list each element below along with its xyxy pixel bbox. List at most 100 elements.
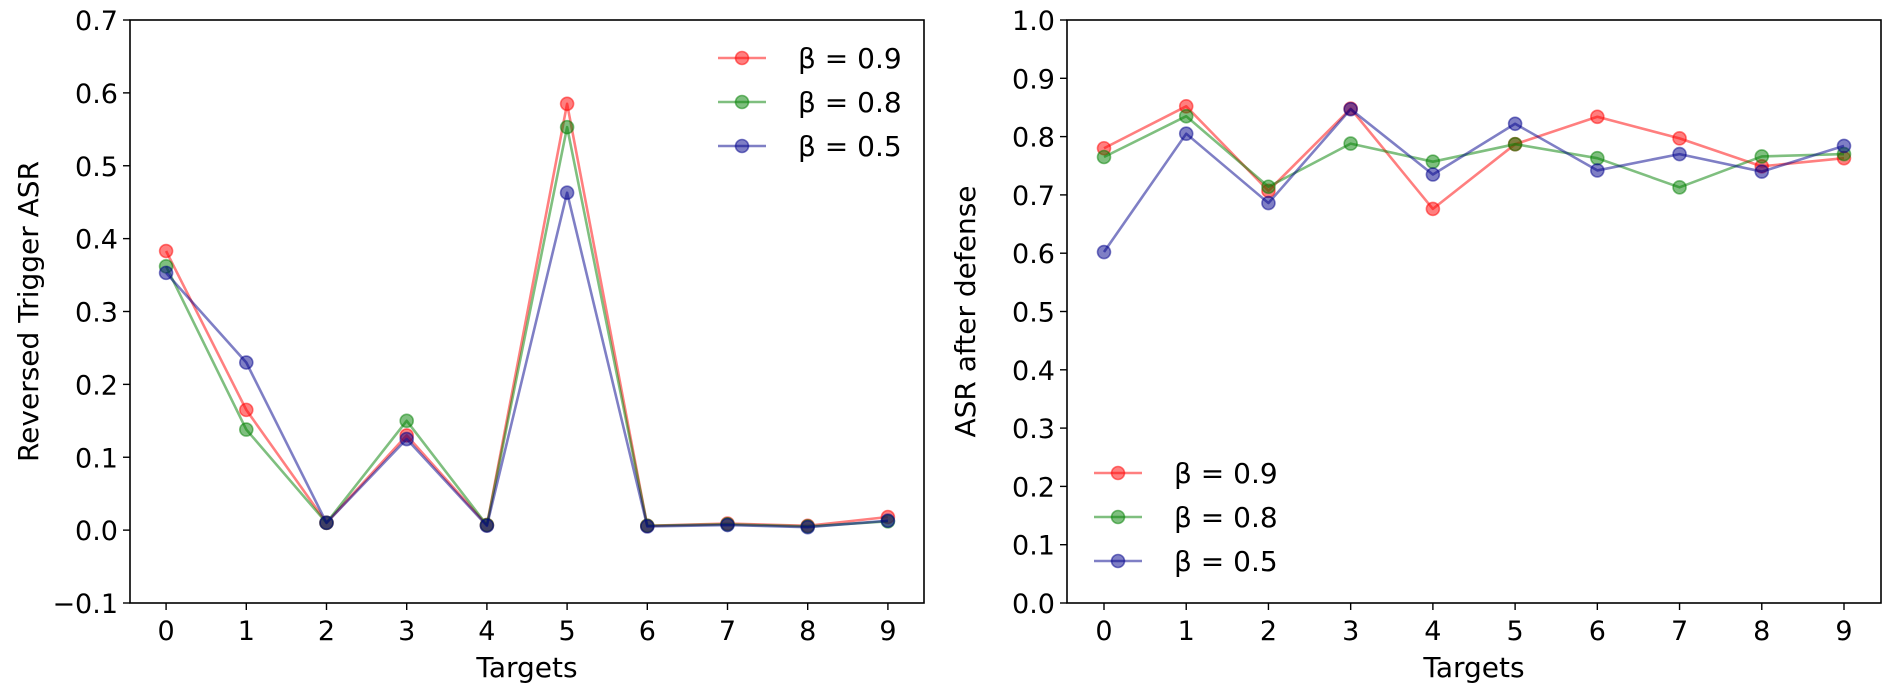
x-tick-label: 2 <box>318 616 335 647</box>
series-line-2 <box>1102 107 1845 253</box>
x-tick-label: 3 <box>1342 616 1359 647</box>
data-point <box>640 519 655 534</box>
y-axis-label: Reversed Trigger ASR <box>12 161 45 462</box>
data-point <box>1590 109 1605 125</box>
data-point <box>319 515 334 531</box>
data-point <box>1425 167 1441 182</box>
x-tick-label: 5 <box>1507 616 1524 647</box>
x-tick-label: 6 <box>639 616 656 647</box>
data-point <box>1507 136 1523 152</box>
data-point <box>158 243 174 259</box>
series-line-0 <box>1103 104 1845 211</box>
data-point <box>158 265 174 281</box>
y-tick-label: 0.4 <box>1012 356 1055 387</box>
x-tick-label: 6 <box>1589 616 1606 647</box>
data-point <box>1754 164 1770 179</box>
x-tick-label: 2 <box>1260 616 1277 647</box>
legend-label: β = 0.5 <box>798 130 902 163</box>
x-tick-label: 4 <box>1424 616 1441 647</box>
x-tick-label: 5 <box>559 616 576 647</box>
data-point <box>1425 154 1441 169</box>
x-tick-label: 0 <box>1095 616 1112 647</box>
data-point <box>559 119 575 135</box>
y-tick-label: 0.7 <box>75 6 118 37</box>
legend-marker <box>734 50 750 66</box>
y-tick-label: 0.1 <box>1012 531 1055 562</box>
legend-marker <box>1110 509 1126 525</box>
data-point <box>1672 131 1687 146</box>
data-point <box>1096 244 1112 260</box>
chart-left: 0 1 2 3 4 5 6 7 8 9 −0.1 0.0 0.1 0.2 0.3 0.4 0.5 0.6 0.7 Ta… <box>12 6 925 684</box>
data-point <box>1754 149 1770 164</box>
y-tick-label: 0.4 <box>75 225 118 256</box>
data-point <box>1096 149 1112 165</box>
data-point <box>1261 179 1276 195</box>
chart-right: 0 1 2 3 4 5 6 7 8 9 0.0 0.1 0.2 0.3 0.4 0.5 0.6 0.7 0.8 0.9… <box>949 6 1882 684</box>
data-point <box>1672 180 1687 195</box>
y-axis-label: ASR after defense <box>949 185 982 437</box>
data-point <box>238 402 254 418</box>
y-tick-label: 0.8 <box>1012 123 1055 154</box>
data-point <box>1343 136 1358 151</box>
y-tick-label: 0.6 <box>75 79 118 110</box>
legend-label: β = 0.8 <box>798 86 902 119</box>
data-point <box>238 422 254 437</box>
data-point <box>1590 163 1605 178</box>
y-tick-label: 0.5 <box>75 152 118 183</box>
x-axis-label: Targets <box>1422 651 1524 684</box>
x-tick-label: 9 <box>879 616 896 647</box>
y-tick-label: −0.1 <box>52 589 118 620</box>
x-tick-label: 1 <box>238 616 255 647</box>
data-point <box>559 96 575 112</box>
data-point <box>399 413 414 429</box>
x-tick-label: 4 <box>478 616 495 647</box>
data-point <box>559 185 575 201</box>
x-axis-label: Targets <box>475 651 577 684</box>
y-tick-label: 0.7 <box>1012 181 1055 212</box>
y-tick-label: 0.0 <box>75 516 118 547</box>
y-tick-label: 0.2 <box>75 370 118 401</box>
y-tick-label: 0.5 <box>1012 298 1055 329</box>
x-tick-label: 3 <box>398 616 415 647</box>
data-point <box>880 513 896 528</box>
data-point <box>1836 138 1852 154</box>
x-tick-label: 9 <box>1835 616 1852 647</box>
legend: β = 0.9 β = 0.8 β = 0.5 <box>1094 457 1278 578</box>
series-line-2 <box>165 191 889 529</box>
x-tick-label: 8 <box>1753 616 1770 647</box>
data-point <box>800 519 816 535</box>
x-tick-label: 1 <box>1178 616 1195 647</box>
x-tick-label: 0 <box>157 616 174 647</box>
legend-marker <box>734 94 750 110</box>
data-point <box>238 355 254 370</box>
legend: β = 0.9 β = 0.8 β = 0.5 <box>718 42 902 163</box>
legend-label: β = 0.5 <box>1174 545 1278 578</box>
y-tick-label: 0.0 <box>1012 589 1055 620</box>
data-point <box>479 518 495 534</box>
series-line-1 <box>1103 114 1845 189</box>
x-tick-label: 8 <box>799 616 816 647</box>
data-point <box>1261 195 1276 211</box>
y-tick-label: 0.1 <box>75 443 118 474</box>
y-tick-label: 1.0 <box>1012 6 1055 37</box>
y-tick-label: 0.3 <box>1012 414 1055 445</box>
y-tick-label: 0.3 <box>75 298 118 329</box>
legend-label: β = 0.8 <box>1174 501 1278 534</box>
data-point <box>1343 101 1358 117</box>
legend-marker <box>734 138 750 154</box>
data-point <box>399 431 414 447</box>
series-line-1 <box>164 125 888 528</box>
data-point <box>1178 126 1194 141</box>
data-point <box>1590 150 1605 166</box>
data-point <box>1178 108 1194 124</box>
data-point <box>1425 201 1441 217</box>
data-point <box>1672 146 1687 162</box>
data-point <box>720 517 735 533</box>
legend-label: β = 0.9 <box>1174 457 1278 490</box>
legend-label: β = 0.9 <box>798 42 902 75</box>
y-tick-label: 0.2 <box>1012 472 1055 503</box>
x-tick-label: 7 <box>1671 616 1688 647</box>
data-point <box>1507 116 1523 132</box>
legend-marker <box>1110 553 1126 569</box>
